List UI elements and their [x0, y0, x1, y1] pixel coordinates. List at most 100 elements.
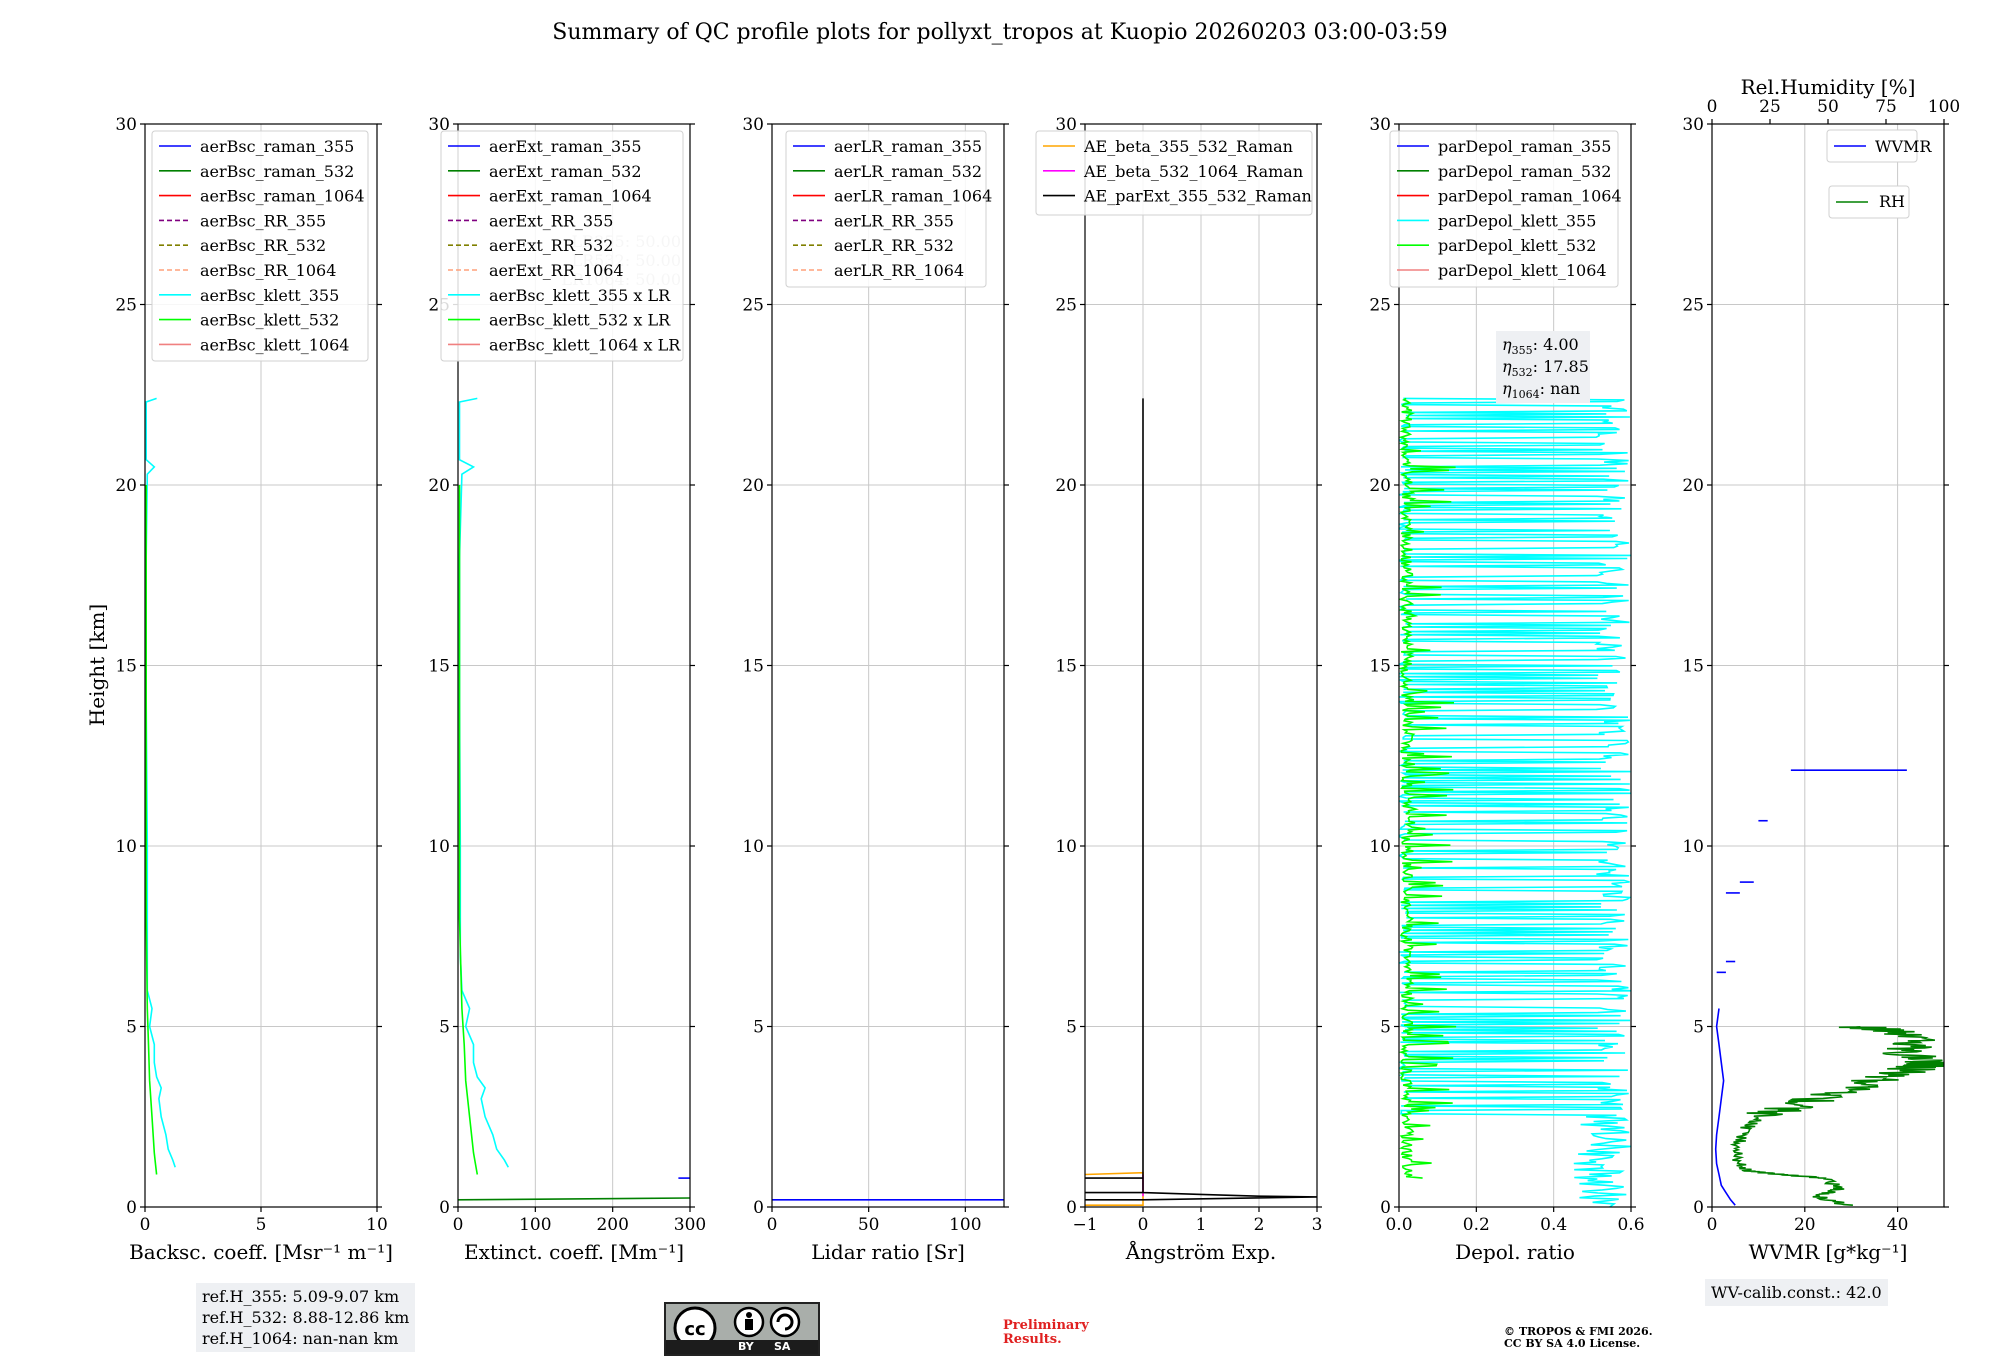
copyright-line-2: CC BY SA 4.0 License. [1504, 1337, 1641, 1350]
series-parDepol_klett_355 [1399, 397, 1631, 1207]
y-tick-label: 20 [1369, 476, 1391, 496]
legend: AE_beta_355_532_Raman AE_beta_532_1064_Ra… [1035, 130, 1313, 216]
series-AE_parExt_355_532_Raman [1085, 398, 1317, 1201]
series-group [1714, 769, 1944, 1206]
reference-height-box: ref.H_355: 5.09-9.07 km ref.H_532: 8.88-… [196, 1283, 416, 1352]
x-tick-label: 0.0 [1385, 1215, 1412, 1235]
cc-logo-icon: cc [673, 1306, 801, 1340]
legend-label: AE_beta_355_532_Raman [1083, 137, 1293, 156]
legend-label: aerLR_RR_532 [834, 236, 954, 255]
series-group [458, 397, 690, 1201]
legend-label: parDepol_klett_355 [1438, 211, 1596, 230]
legend-label: parDepol_klett_532 [1438, 236, 1596, 255]
top-x-tick-label: 100 [1928, 97, 1960, 117]
x-tick-label: 20 [1794, 1215, 1816, 1235]
legend-label: WVMR [1875, 137, 1932, 156]
legend-frame [785, 130, 987, 288]
top-x-axis-title: Rel.Humidity [%] [1741, 75, 1916, 99]
x-tick-label: 0.2 [1463, 1215, 1490, 1235]
legend-label: parDepol_klett_1064 [1438, 261, 1607, 280]
series-aerExt_raman_532 [458, 1197, 690, 1201]
legend-label: aerBsc_klett_355 [200, 286, 339, 305]
y-tick-label: 15 [1055, 657, 1077, 677]
cc-license-badge: cc BY SA [664, 1302, 820, 1356]
legend-label: aerLR_raman_355 [834, 137, 982, 156]
legend-rh: RH [1828, 185, 1910, 219]
y-tick-label: 30 [1055, 115, 1077, 135]
x-tick-label: 0 [140, 1215, 151, 1235]
eta-subscript: 355 [1512, 344, 1533, 357]
legend-label: aerExt_RR_355 [489, 211, 613, 230]
figure-title: Summary of QC profile plots for pollyxt_… [552, 20, 1448, 45]
eta-subscript: 532 [1512, 366, 1533, 379]
legend-label: aerLR_raman_532 [834, 162, 982, 181]
x-axis-title: WVMR [g*kg⁻¹] [1749, 1240, 1908, 1264]
y-tick-label: 20 [742, 476, 764, 496]
x-tick-label: 0 [453, 1215, 464, 1235]
series-RH [1729, 1026, 1944, 1206]
cc-by-label: BY [738, 1340, 754, 1353]
legend-label: aerExt_RR_1064 [489, 261, 624, 280]
legend-wvmr: WVMR [1826, 129, 1932, 163]
y-tick-label: 15 [115, 657, 137, 677]
y-tick-label: 5 [1380, 1018, 1391, 1038]
eta-row: η355: 4.00 [1502, 335, 1579, 357]
y-tick-label: 25 [1369, 296, 1391, 316]
y-tick-label: 0 [1380, 1198, 1391, 1218]
y-tick-label: 30 [742, 115, 764, 135]
legend-label: aerBsc_klett_355 x LR [489, 286, 671, 305]
x-tick-label: 0 [767, 1215, 778, 1235]
cc-sa-label: SA [774, 1340, 791, 1353]
y-tick-label: 5 [439, 1018, 450, 1038]
eta-symbol: η [1502, 357, 1512, 376]
y-tick-label: 30 [1682, 115, 1704, 135]
y-tick-label: 5 [126, 1018, 137, 1038]
x-tick-label: 0 [1707, 1215, 1718, 1235]
y-tick-label: 10 [742, 837, 764, 857]
y-tick-label: 0 [126, 1198, 137, 1218]
ref-h-532: ref.H_532: 8.88-12.86 km [202, 1308, 410, 1327]
x-tick-label: 1 [1196, 1215, 1207, 1235]
x-tick-label: 3 [1312, 1215, 1323, 1235]
legend-label: aerBsc_raman_532 [200, 162, 354, 181]
x-axis-title: Backsc. coeff. [Msr⁻¹ m⁻¹] [129, 1240, 393, 1264]
y-tick-label: 5 [1066, 1018, 1077, 1038]
top-x-tick-label: 0 [1707, 97, 1718, 117]
series-parDepol_klett_532 [1399, 397, 1457, 1179]
y-tick-label: 15 [1682, 657, 1704, 677]
eta-row: η1064: nan [1502, 379, 1580, 401]
series-group [1085, 398, 1317, 1206]
series-aerBsc_klett_532 x LR [458, 485, 479, 1175]
y-tick-label: 10 [115, 837, 137, 857]
preliminary-line-2: Results. [1003, 1332, 1062, 1347]
top-x-tick-label: 25 [1759, 97, 1781, 117]
legend-label: aerExt_raman_532 [489, 162, 642, 181]
legend-label: aerBsc_RR_355 [200, 211, 326, 230]
y-tick-label: 5 [753, 1018, 764, 1038]
legend: aerBsc_raman_355 aerBsc_raman_532 aerBsc_r… [151, 130, 369, 362]
preliminary-line-1: Preliminary [1003, 1318, 1089, 1333]
series-aerBsc_klett_355 x LR [458, 397, 510, 1168]
y-tick-label: 0 [439, 1198, 450, 1218]
y-tick-label: 10 [1055, 837, 1077, 857]
eta-box-bg [1496, 331, 1590, 403]
ref-h-1064: ref.H_1064: nan-nan km [202, 1329, 399, 1348]
y-tick-label: 0 [1066, 1198, 1077, 1218]
legend-label: AE_beta_532_1064_Raman [1083, 162, 1303, 181]
x-tick-label: 100 [949, 1215, 981, 1235]
x-tick-label: 0 [1138, 1215, 1149, 1235]
x-tick-label: 40 [1887, 1215, 1909, 1235]
legend-label: aerBsc_klett_1064 [200, 335, 349, 354]
top-x-tick-label: 75 [1875, 97, 1897, 117]
legend-label: aerLR_RR_355 [834, 211, 954, 230]
x-axis-title: Ångström Exp. [1125, 1239, 1276, 1264]
y-tick-label: 20 [1055, 476, 1077, 496]
eta-value: : nan [1540, 379, 1581, 398]
legend-label: aerExt_raman_1064 [489, 187, 652, 206]
legend: aerLR_raman_355 aerLR_raman_532 aerLR_rama… [785, 130, 992, 288]
series-group [1399, 397, 1631, 1207]
legend-label: aerBsc_klett_532 x LR [489, 311, 671, 330]
eta-row: η532: 17.85 [1502, 357, 1589, 379]
